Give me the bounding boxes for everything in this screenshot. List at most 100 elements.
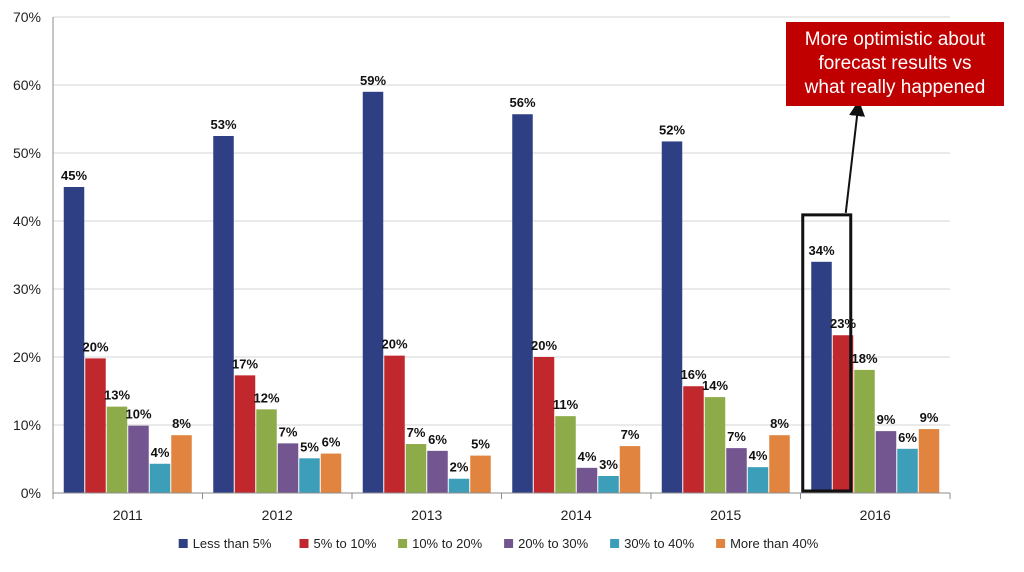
bar-2015-3 bbox=[726, 448, 747, 493]
legend-label: 30% to 40% bbox=[624, 536, 695, 551]
bar-2015-4 bbox=[747, 467, 769, 493]
data-label: 4% bbox=[749, 448, 768, 463]
x-tick-label: 2011 bbox=[113, 507, 143, 523]
y-tick-label: 40% bbox=[13, 213, 41, 229]
legend-label: 5% to 10% bbox=[314, 536, 377, 551]
data-label: 6% bbox=[322, 435, 341, 450]
y-axis-ticks: 0% 10% 20% 30% 40% 50% 60% 70% bbox=[13, 9, 41, 501]
legend-swatch bbox=[504, 539, 514, 548]
bar-2011-3 bbox=[128, 425, 149, 493]
bar-2014-1 bbox=[533, 357, 555, 493]
data-label: 4% bbox=[578, 449, 597, 464]
data-label: 7% bbox=[727, 429, 746, 444]
data-labels: 45%20%13%10%4%8%53%17%12%7%5% 6%59%20%7% 6… bbox=[61, 73, 939, 475]
data-label: 2% bbox=[450, 460, 469, 475]
bar-2014-3 bbox=[576, 467, 598, 493]
data-label: 17% bbox=[232, 356, 258, 371]
legend: Less than 5% 5% to 10% 10% to 20% 20% to 30… bbox=[178, 536, 819, 551]
bar-2016-0 bbox=[811, 261, 832, 493]
bar-2013-5 bbox=[470, 455, 491, 493]
x-tick-label: 2016 bbox=[860, 507, 891, 523]
data-label: 12% bbox=[253, 390, 279, 405]
legend-swatch bbox=[716, 539, 726, 548]
annotation-callout: More optimistic about forecast results v… bbox=[786, 22, 1004, 106]
data-label: 20% bbox=[82, 339, 108, 354]
bar-2016-2 bbox=[854, 369, 875, 493]
y-tick-label: 50% bbox=[13, 145, 41, 161]
bar-2012-4 bbox=[299, 458, 320, 493]
x-tick-label: 2012 bbox=[262, 507, 293, 523]
legend-swatch bbox=[398, 539, 408, 548]
data-label: 34% bbox=[808, 243, 834, 258]
data-label: 20% bbox=[381, 337, 407, 352]
data-label: 6% bbox=[428, 432, 447, 447]
gridlines bbox=[53, 16, 950, 426]
bar-2014-4 bbox=[598, 476, 619, 493]
data-label: 7% bbox=[279, 424, 298, 439]
legend-label: 20% to 30% bbox=[518, 536, 589, 551]
data-label: 9% bbox=[877, 412, 896, 427]
y-tick-label: 60% bbox=[13, 77, 41, 93]
y-tick-label: 10% bbox=[13, 417, 41, 433]
data-label: 11% bbox=[553, 397, 579, 412]
bar-2011-1 bbox=[85, 358, 106, 493]
data-label: 4% bbox=[151, 445, 170, 460]
bar-2016-1 bbox=[832, 335, 854, 493]
data-label: 23% bbox=[830, 316, 856, 331]
bar-2013-3 bbox=[427, 450, 448, 493]
bar-2011-4 bbox=[149, 463, 171, 493]
x-axis bbox=[52, 17, 951, 499]
annotation-arrow bbox=[844, 100, 866, 213]
bar-2015-0 bbox=[661, 141, 683, 493]
x-axis-labels: 2011 2012 2013 2014 2015 2016 bbox=[113, 507, 891, 523]
x-tick-label: 2013 bbox=[411, 507, 442, 523]
bar-2014-2 bbox=[555, 416, 576, 493]
legend-swatch bbox=[610, 539, 620, 548]
data-label: 56% bbox=[509, 95, 535, 110]
data-label: 7% bbox=[407, 425, 426, 440]
data-label: 8% bbox=[172, 416, 191, 431]
data-label: 20% bbox=[531, 338, 557, 353]
y-tick-label: 70% bbox=[13, 9, 41, 25]
data-label: 10% bbox=[125, 407, 151, 422]
bar-2012-0 bbox=[213, 136, 234, 493]
y-tick-label: 20% bbox=[13, 349, 41, 365]
bar-2012-2 bbox=[256, 409, 277, 493]
bar-2011-2 bbox=[106, 406, 128, 493]
bar-2013-0 bbox=[362, 91, 384, 494]
data-label: 7% bbox=[621, 427, 640, 442]
highlight-rectangle bbox=[801, 213, 853, 493]
legend-swatch bbox=[178, 539, 188, 548]
data-label: 6% bbox=[898, 430, 917, 445]
y-tick-label: 30% bbox=[13, 281, 41, 297]
x-tick-label: 2014 bbox=[561, 507, 592, 523]
bar-2014-5 bbox=[619, 446, 641, 493]
data-label: 59% bbox=[360, 73, 386, 88]
highlight-box bbox=[801, 100, 866, 493]
legend-label: Less than 5% bbox=[193, 536, 272, 551]
bar-2015-2 bbox=[704, 397, 726, 493]
bar-2016-5 bbox=[918, 429, 940, 493]
bars bbox=[63, 91, 940, 494]
bar-2016-3 bbox=[875, 431, 897, 493]
y-tick-label: 0% bbox=[21, 485, 41, 501]
data-label: 52% bbox=[659, 122, 685, 137]
bar-2011-0 bbox=[63, 187, 85, 493]
data-label: 18% bbox=[851, 351, 877, 366]
bar-2015-5 bbox=[769, 435, 790, 493]
data-label: 5% bbox=[471, 437, 490, 452]
bar-2015-1 bbox=[683, 386, 704, 493]
data-label: 13% bbox=[104, 388, 130, 403]
legend-label: More than 40% bbox=[730, 536, 819, 551]
legend-label: 10% to 20% bbox=[412, 536, 483, 551]
data-label: 9% bbox=[920, 410, 939, 425]
data-label: 5% bbox=[300, 439, 319, 454]
data-label: 14% bbox=[702, 378, 728, 393]
bar-2013-4 bbox=[448, 478, 470, 493]
legend-swatch bbox=[299, 539, 309, 548]
bar-2012-3 bbox=[277, 443, 299, 493]
bar-2013-2 bbox=[405, 444, 427, 493]
data-label: 16% bbox=[680, 367, 706, 382]
data-label: 8% bbox=[770, 416, 789, 431]
